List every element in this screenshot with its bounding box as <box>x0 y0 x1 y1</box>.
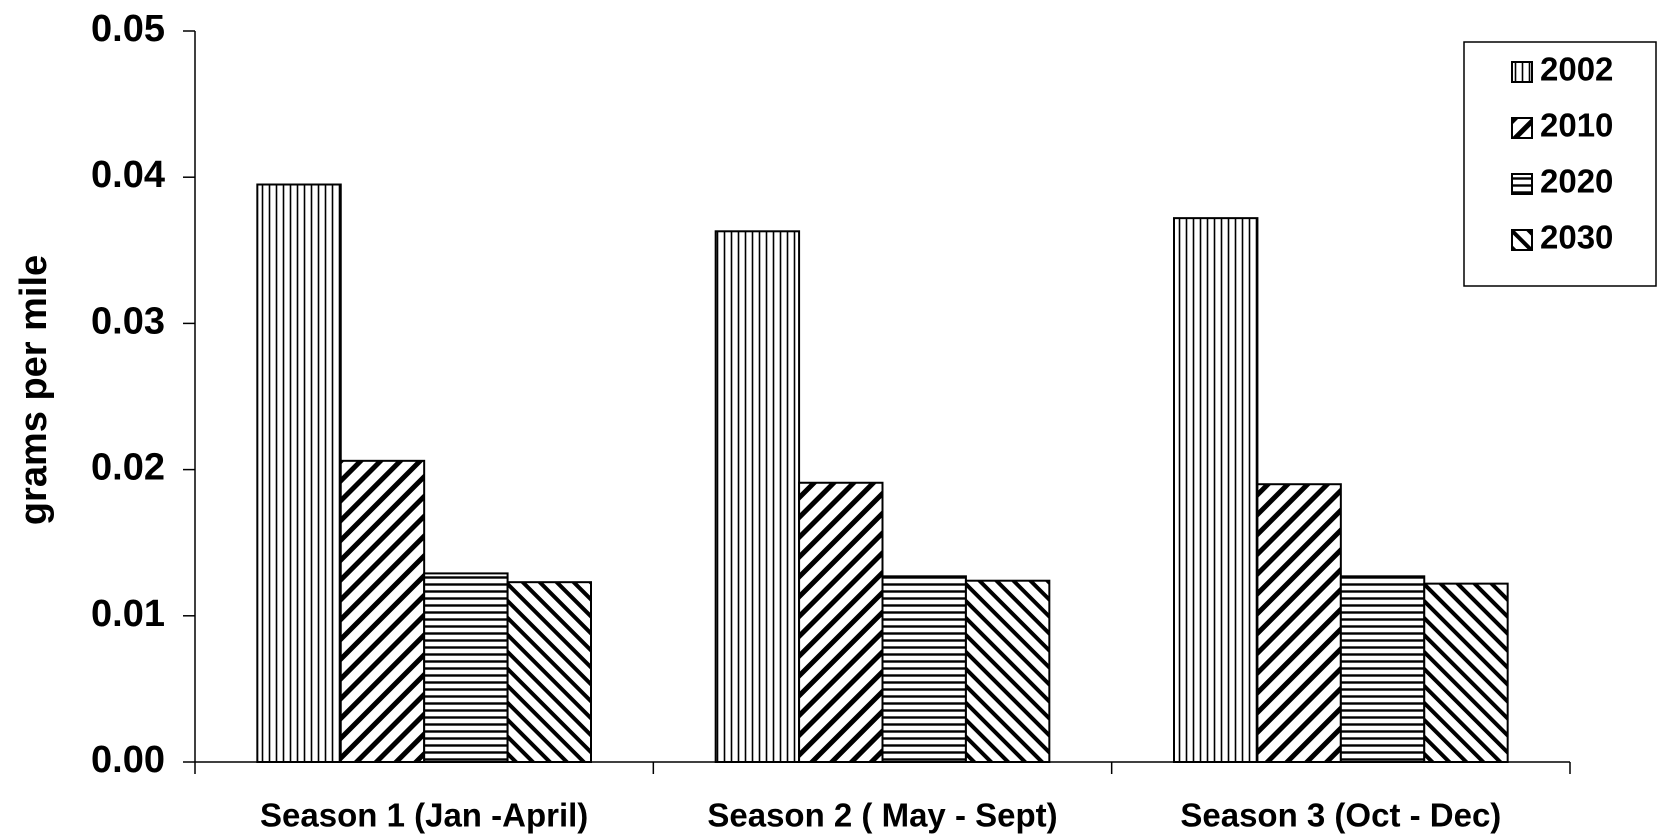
bar <box>798 481 884 763</box>
legend-swatch <box>1511 173 1533 195</box>
y-tick-label: 0.01 <box>91 593 165 635</box>
bar <box>256 183 342 763</box>
bar <box>714 230 801 763</box>
legend-label: 2020 <box>1540 163 1613 200</box>
legend-swatch <box>1511 229 1533 251</box>
bar <box>1423 582 1509 763</box>
bar <box>1256 483 1342 763</box>
y-tick-label: 0.02 <box>91 447 165 489</box>
x-tick-label: Season 1 (Jan -April) <box>260 797 588 834</box>
legend-swatch <box>1511 117 1533 139</box>
bar <box>1173 217 1259 764</box>
legend-label: 2030 <box>1540 219 1613 256</box>
x-tick-label: Season 3 (Oct - Dec) <box>1180 797 1501 834</box>
y-tick-label: 0.03 <box>91 300 165 342</box>
bar <box>423 572 509 763</box>
y-axis-label: grams per mile <box>13 255 55 525</box>
legend-label: 2010 <box>1540 107 1613 144</box>
x-tick-label: Season 2 ( May - Sept) <box>707 797 1057 834</box>
y-tick-label: 0.00 <box>91 739 165 781</box>
legend-swatch <box>1511 61 1533 83</box>
y-tick-label: 0.05 <box>91 8 165 50</box>
bar <box>1339 575 1426 763</box>
y-tick-label: 0.04 <box>91 154 165 196</box>
legend-box <box>1463 41 1657 287</box>
bar <box>506 581 593 764</box>
bar <box>881 575 967 763</box>
bar <box>964 579 1051 763</box>
bar <box>339 459 426 763</box>
legend-label: 2002 <box>1540 51 1613 88</box>
